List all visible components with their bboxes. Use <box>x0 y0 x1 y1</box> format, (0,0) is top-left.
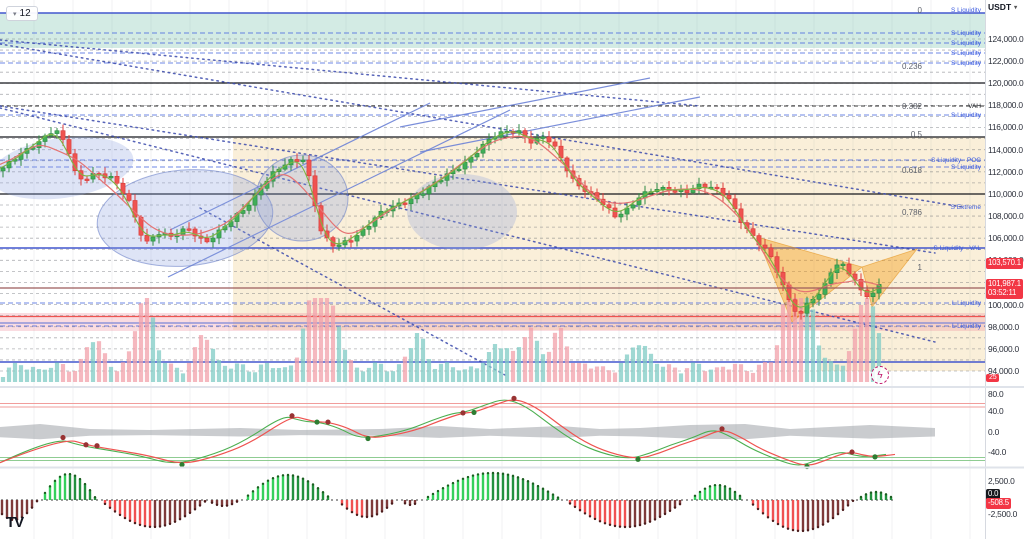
volume-bars <box>0 298 882 382</box>
price-axis-label: 94,000.0 <box>988 366 1020 376</box>
price-axis[interactable]: USDT ▾ 103,570.1 101,987.1 03:52:11 25 0… <box>985 0 1024 539</box>
svg-text:S Liquidity: S Liquidity <box>951 50 982 57</box>
price-axis-label: 112,000.0 <box>988 167 1023 177</box>
hist-value-badge: -508.5 <box>986 498 1011 509</box>
svg-text:0.786: 0.786 <box>902 208 923 217</box>
svg-text:S Liquidity - VAL: S Liquidity - VAL <box>933 245 981 252</box>
svg-text:S Liquidity: S Liquidity <box>951 7 982 14</box>
ellipse-annotations <box>0 136 517 267</box>
currency-label: USDT <box>988 2 1012 12</box>
svg-text:0.618: 0.618 <box>902 166 923 175</box>
svg-text:0.5: 0.5 <box>911 130 923 139</box>
trend-channel <box>167 77 701 278</box>
last-price-badge: 101,987.1 03:52:11 <box>986 279 1023 299</box>
svg-text:0.236: 0.236 <box>902 62 923 71</box>
price-axis-label: 124,000.0 <box>988 34 1024 44</box>
dotted-trendlines <box>0 39 963 376</box>
liquidity-lines <box>0 32 985 327</box>
svg-text:1: 1 <box>918 263 923 272</box>
svg-text:0.382: 0.382 <box>902 102 923 111</box>
svg-text:L Liquidity: L Liquidity <box>952 323 982 330</box>
histogram-axis-label: 2,500.0 <box>988 476 1015 486</box>
price-axis-label: 120,000.0 <box>988 78 1024 88</box>
svg-text:S Liquidity: S Liquidity <box>951 164 982 171</box>
oscillator-axis-label: 0.0 <box>988 427 1000 437</box>
svg-text:S Liquidity - POC: S Liquidity - POC <box>931 157 981 164</box>
price-axis-label: 98,000.0 <box>988 322 1020 332</box>
price-axis-label: 96,000.0 <box>988 344 1020 354</box>
price-axis-label: 100,000.0 <box>988 300 1024 310</box>
oscillator-axis-label: 40.0 <box>988 406 1004 416</box>
svg-text:S Extreme: S Extreme <box>951 204 982 211</box>
svg-text:L Liquidity: L Liquidity <box>952 300 982 307</box>
price-axis-label: 114,000.0 <box>988 145 1023 155</box>
oscillator-panel <box>0 395 985 470</box>
svg-text:S Liquidity: S Liquidity <box>951 30 982 37</box>
flash-icon[interactable]: ϟ <box>871 366 889 384</box>
moving-averages <box>0 131 883 308</box>
svg-text:S Liquidity: S Liquidity <box>951 60 982 67</box>
indicator-count-label: 12 <box>19 8 31 19</box>
price-axis-label: 118,000.0 <box>988 100 1023 110</box>
oscillator-axis-label: -40.0 <box>988 447 1007 457</box>
svg-text:S Liquidity: S Liquidity <box>951 40 982 47</box>
oscillator-axis-label: 80.0 <box>988 389 1004 399</box>
axis-currency-dropdown[interactable]: USDT ▾ <box>988 2 1017 12</box>
bar-countdown: 03:52:11 <box>988 287 1017 297</box>
svg-text:S Liquidity: S Liquidity <box>951 112 982 119</box>
tradingview-logo[interactable]: TV <box>6 514 24 531</box>
histogram-axis-label: -2,500.0 <box>988 509 1018 519</box>
hist-zero-badge: 0.0 <box>986 489 1001 500</box>
momentum-histogram-panel <box>0 471 893 533</box>
flash-glyph: ϟ <box>877 369 883 381</box>
price-axis-label: 122,000.0 <box>988 56 1024 66</box>
price-axis-label: 116,000.0 <box>988 122 1023 132</box>
harmonic-wedge <box>756 236 919 323</box>
svg-text:0: 0 <box>918 6 923 15</box>
price-axis-label: 110,000.0 <box>988 189 1023 199</box>
svg-text:VAH: VAH <box>968 103 981 110</box>
indicator-count-chip[interactable]: ▾ 12 <box>6 6 38 21</box>
indicator-value-badge: 25 <box>986 374 1000 383</box>
upper-price-badge: 103,570.1 <box>986 258 1023 269</box>
caret-down-icon: ▾ <box>1014 4 1018 11</box>
chevron-down-icon: ▾ <box>13 10 17 18</box>
price-axis-label: 108,000.0 <box>988 211 1024 221</box>
price-axis-label: 106,000.0 <box>988 233 1024 243</box>
last-price-value: 101,987.1 <box>988 279 1021 288</box>
